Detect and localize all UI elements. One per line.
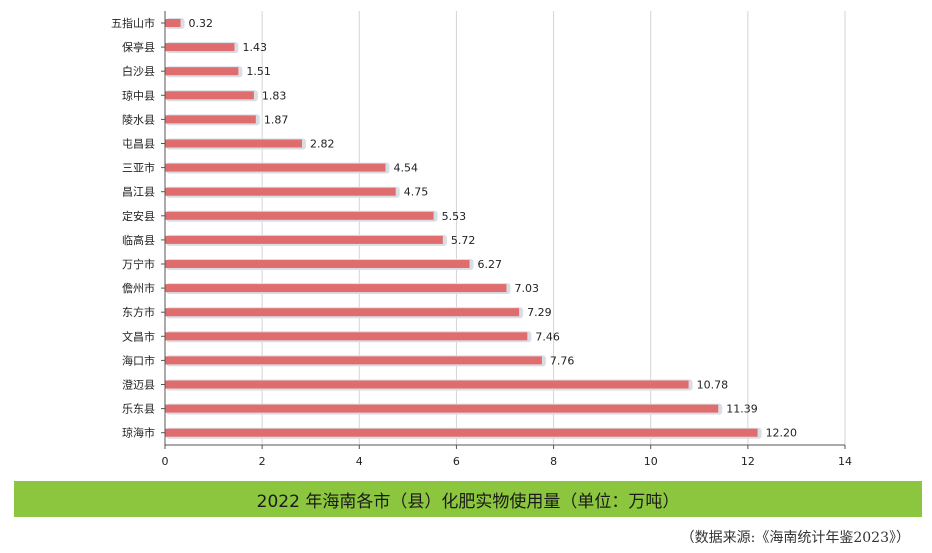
- category-label: 文昌市: [122, 329, 155, 343]
- value-label: 1.87: [264, 113, 289, 126]
- value-label: 11.39: [726, 403, 758, 416]
- bar-琼中县: [165, 91, 254, 100]
- x-tick-label: 4: [356, 455, 363, 468]
- bar-澄迈县: [165, 380, 689, 389]
- category-label: 五指山市: [111, 16, 155, 30]
- x-tick-label: 14: [838, 455, 852, 468]
- category-label: 定安县: [122, 209, 155, 223]
- category-label: 保亭县: [122, 40, 155, 54]
- value-label: 6.27: [478, 258, 503, 271]
- x-tick-label: 12: [741, 455, 755, 468]
- x-tick-label: 0: [162, 455, 169, 468]
- category-label: 乐东县: [122, 403, 155, 416]
- bar-保亭县: [165, 43, 235, 52]
- value-label: 7.46: [535, 330, 560, 343]
- category-label: 三亚市: [122, 161, 155, 175]
- category-label: 海口市: [122, 353, 155, 367]
- x-tick-label: 8: [550, 455, 557, 468]
- value-label: 4.54: [394, 162, 419, 175]
- category-label: 陵水县: [122, 113, 155, 126]
- category-label: 昌江县: [122, 186, 155, 199]
- value-label: 7.03: [514, 282, 539, 295]
- x-tick-label: 10: [644, 455, 658, 468]
- bars: [165, 18, 762, 439]
- bar-儋州市: [165, 284, 507, 293]
- value-label: 7.76: [550, 354, 575, 367]
- category-label: 琼中县: [122, 88, 155, 102]
- value-label: 1.51: [246, 65, 270, 78]
- bar-五指山市: [165, 19, 181, 27]
- value-label: 1.43: [242, 41, 267, 54]
- bar-chart: 五指山市 0.32 保亭县 1.43 白沙县 1.51 琼中县 1.83 陵水县 1.87 屯昌县 2…: [111, 11, 852, 468]
- value-label: 5.72: [451, 234, 476, 247]
- category-label: 万宁市: [122, 257, 155, 271]
- x-axis: 0 2 4 6 8 10 12 14: [161, 11, 852, 468]
- x-tick-label: 6: [453, 455, 460, 468]
- category-label: 东方市: [122, 305, 155, 319]
- bar-昌江县: [165, 187, 396, 196]
- bar-文昌市: [165, 332, 528, 341]
- bar-海口市: [165, 356, 542, 365]
- category-label: 屯昌县: [122, 138, 155, 151]
- category-label: 澄迈县: [122, 378, 155, 392]
- title-band: 2022 年海南各市（县）化肥实物使用量（单位：万吨）: [14, 481, 922, 517]
- data-source-note: （数据来源:《海南统计年鉴2023》）: [680, 530, 910, 546]
- bar-临高县: [165, 235, 443, 244]
- category-label: 儋州市: [122, 281, 155, 295]
- value-label: 7.29: [527, 306, 552, 319]
- value-label: 10.78: [697, 379, 729, 392]
- bar-琼海市: [165, 428, 758, 437]
- bar-屯昌县: [165, 139, 302, 148]
- bar-三亚市: [165, 163, 386, 172]
- value-label: 12.20: [766, 427, 798, 440]
- bar-陵水县: [165, 115, 256, 124]
- bar-东方市: [165, 308, 520, 317]
- value-label: 4.75: [404, 186, 429, 199]
- category-label: 白沙县: [122, 64, 155, 78]
- category-label: 临高县: [122, 233, 155, 247]
- grid-lines: [164, 11, 846, 445]
- category-label: 琼海市: [122, 426, 155, 440]
- value-label: 2.82: [310, 138, 335, 151]
- value-label: 0.32: [189, 17, 214, 30]
- bar-定安县: [165, 211, 434, 220]
- bar-乐东县: [165, 404, 719, 413]
- chart-title: 2022 年海南各市（县）化肥实物使用量（单位：万吨）: [256, 491, 680, 512]
- x-tick-label: 2: [259, 455, 266, 468]
- value-label: 5.53: [442, 210, 467, 223]
- bar-白沙县: [165, 67, 239, 76]
- bar-万宁市: [165, 260, 470, 268]
- value-label: 1.83: [262, 89, 287, 102]
- labels: 五指山市 0.32 保亭县 1.43 白沙县 1.51 琼中县 1.83 陵水县 1.87 屯昌县 2…: [111, 16, 797, 440]
